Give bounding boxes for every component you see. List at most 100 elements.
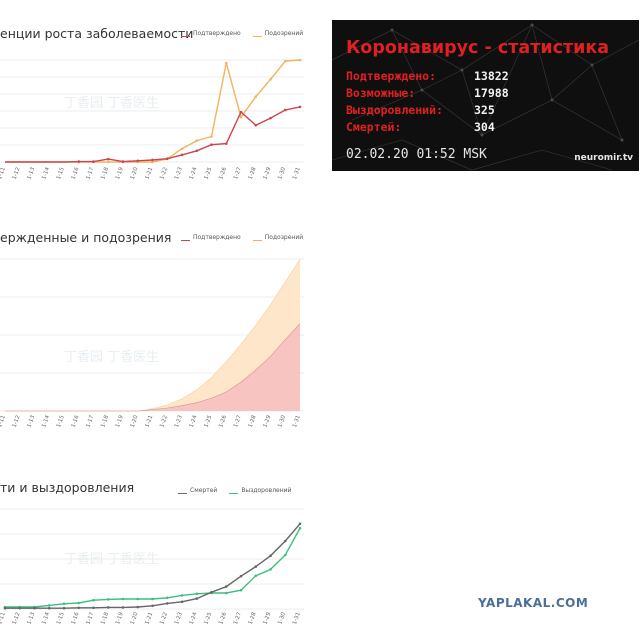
series-point — [33, 606, 36, 610]
stats-label: Смертей: — [346, 120, 402, 134]
x-tick-label: 1-31 — [292, 167, 302, 181]
stats-value: 325 — [474, 103, 495, 117]
legend-line-icon — [252, 31, 262, 37]
x-tick-label: 1-17 — [85, 166, 95, 180]
series-point — [77, 160, 81, 163]
x-tick-label: 1-28 — [248, 166, 258, 180]
x-tick-label: 1-15 — [56, 414, 66, 428]
x-tick-label: 1-27 — [233, 611, 243, 625]
x-tick-label: 1-12 — [12, 612, 22, 626]
series-point — [92, 160, 95, 163]
series-point — [195, 149, 199, 153]
x-tick-label: 1-31 — [292, 612, 302, 626]
chart-area-panel: ержденные и подозрения Подтверждено Подо… — [0, 222, 322, 452]
x-tick-label: 1-22 — [159, 612, 169, 626]
series-point — [224, 61, 228, 65]
series-point — [224, 585, 228, 588]
stats-row-recovered: Выздоровлений: 325 — [346, 103, 495, 117]
legend-item-suspected[interactable]: Подозрений — [252, 30, 303, 37]
series-point — [151, 604, 154, 608]
chart-title: енции роста заболеваемости — [0, 26, 194, 41]
x-tick-label: 1-23 — [174, 166, 184, 180]
x-tick-label: 1-16 — [71, 166, 81, 180]
legend-label: Выздоровлений — [241, 487, 292, 494]
legend-item-suspected[interactable]: Подозрений — [252, 234, 304, 241]
x-tick-label: 1-28 — [248, 611, 258, 625]
x-tick-label: 1-29 — [262, 166, 272, 180]
x-tick-label: 1-30 — [277, 414, 287, 428]
series-point — [239, 574, 243, 578]
legend-line-icon — [252, 235, 262, 241]
x-tick-label: 1-20 — [130, 611, 140, 625]
series-point — [269, 568, 272, 571]
x-tick-label: 1-22 — [159, 415, 169, 429]
x-tick-label: 1-19 — [115, 166, 125, 180]
x-tick-label: 1-21 — [144, 415, 154, 429]
series-point — [77, 601, 81, 605]
series-point — [106, 598, 110, 601]
series-point — [239, 115, 243, 119]
x-tick-label: 1-25 — [203, 414, 213, 428]
series-point — [283, 108, 287, 112]
x-tick-label: 1-23 — [174, 611, 184, 625]
series-point — [254, 123, 258, 127]
x-tick-label: 1-14 — [41, 611, 51, 625]
series-point — [298, 58, 302, 62]
legend-item-confirmed[interactable]: Подтверждено — [181, 234, 241, 241]
series-point — [180, 153, 184, 157]
x-tick-label: 1-17 — [85, 414, 95, 428]
x-tick-label: 1-18 — [100, 166, 110, 180]
x-tick-label: 1-16 — [71, 611, 81, 625]
series-point — [121, 597, 125, 601]
footer-watermark: YAPLAKAL.COM — [478, 596, 589, 610]
x-tick-label: 1-11 — [0, 415, 7, 429]
series-point — [239, 588, 243, 592]
stats-value: 17988 — [474, 86, 509, 100]
legend-line-icon — [181, 235, 190, 241]
x-tick-label: 1-21 — [144, 167, 154, 181]
x-tick-label: 1-24 — [189, 611, 199, 625]
x-tick-label: 1-24 — [189, 414, 199, 428]
series-point — [254, 95, 258, 99]
x-tick-label: 1-18 — [100, 414, 110, 428]
legend-item-recovered[interactable]: Выздоровлений — [229, 487, 291, 494]
x-tick-label: 1-25 — [203, 611, 213, 625]
series-point — [165, 157, 169, 161]
series-point — [269, 554, 272, 558]
series-point — [151, 597, 154, 601]
legend-label: Подозрений — [264, 234, 304, 241]
watermark-text: 丁香园 丁香医生 — [64, 552, 160, 567]
x-tick-label: 1-20 — [130, 166, 140, 180]
x-tick-label: 1-22 — [159, 167, 169, 181]
series-point — [151, 160, 154, 164]
series-point — [254, 574, 258, 578]
series-point — [180, 594, 184, 597]
x-tick-label: 1-14 — [41, 166, 51, 180]
series-point — [136, 597, 140, 601]
x-tick-label: 1-28 — [248, 414, 258, 428]
chart-growth-svg: 1-11 1-12 1-13 1-14 1-15 1-16 1-17 1-18 1-19 1-20… — [0, 58, 304, 181]
x-tick-label: 1-31 — [292, 415, 302, 429]
network-background-icon — [332, 23, 639, 171]
series-point — [283, 539, 287, 543]
series-point — [298, 526, 302, 530]
series-point — [283, 553, 287, 557]
stats-site-link[interactable]: neuromir.tv — [574, 153, 633, 163]
chart-title: ержденные и подозрения — [0, 230, 172, 245]
x-tick-label: 1-12 — [12, 415, 22, 429]
series-point — [62, 602, 66, 606]
x-tick-label: 1-25 — [203, 166, 213, 180]
legend-item-confirmed[interactable]: Подтверждено — [181, 30, 241, 37]
legend-label: Подтверждено — [193, 234, 241, 241]
series-point — [106, 606, 110, 609]
legend-item-deaths[interactable]: Смертей — [178, 487, 217, 494]
legend-label: Подтверждено — [193, 30, 241, 37]
x-tick-label: 1-21 — [144, 612, 154, 626]
x-tick-label: 1-13 — [26, 414, 36, 428]
x-tick-label: 1-26 — [218, 611, 228, 625]
stats-title: Коронавирус - статистика — [346, 38, 610, 58]
series-line — [5, 323, 301, 412]
stats-panel: Коронавирус - статистика Подтверждено: 13… — [332, 20, 639, 171]
x-tick-label: 1-20 — [130, 414, 140, 428]
stats-label: Подтверждено: — [346, 69, 437, 83]
